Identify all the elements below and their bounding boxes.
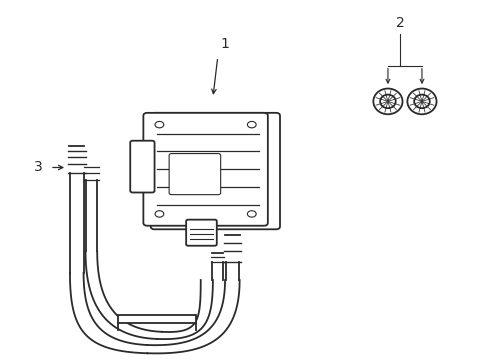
Text: 1: 1	[220, 37, 229, 51]
Ellipse shape	[372, 89, 402, 114]
Ellipse shape	[379, 95, 395, 108]
FancyBboxPatch shape	[143, 113, 267, 226]
FancyBboxPatch shape	[186, 220, 216, 246]
FancyBboxPatch shape	[130, 141, 154, 193]
Ellipse shape	[413, 95, 429, 108]
FancyBboxPatch shape	[169, 154, 220, 195]
Text: 2: 2	[395, 16, 404, 30]
Bar	[118, 315, 196, 323]
Text: 3: 3	[33, 161, 42, 175]
Ellipse shape	[407, 89, 436, 114]
FancyBboxPatch shape	[150, 113, 280, 229]
